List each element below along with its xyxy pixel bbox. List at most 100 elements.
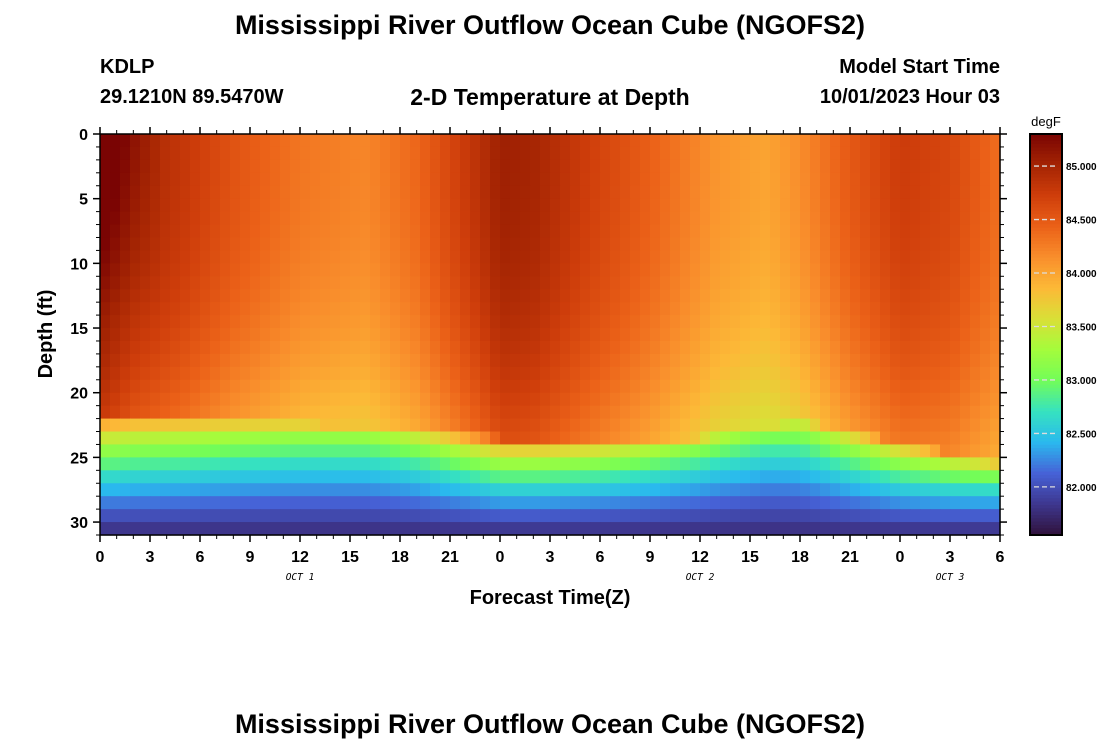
heatmap-cell [240, 405, 251, 420]
heatmap-cell [270, 134, 281, 148]
heatmap-cell [490, 392, 501, 407]
heatmap-cell [430, 250, 441, 264]
heatmap-cell [870, 146, 881, 161]
heatmap-cell [810, 185, 821, 200]
heatmap-cell [730, 185, 741, 200]
heatmap-cell [700, 302, 711, 316]
heatmap-cell [910, 340, 921, 355]
heatmap-cell [730, 496, 741, 510]
heatmap-cell [990, 483, 1001, 497]
heatmap-cell [940, 276, 951, 290]
heatmap-cell [680, 198, 691, 213]
heatmap-cell [220, 250, 231, 264]
heatmap-cell [910, 198, 921, 213]
heatmap-cell [460, 418, 471, 433]
heatmap-cell [250, 289, 261, 303]
heatmap-cell [180, 328, 191, 342]
heatmap-cell [930, 146, 941, 161]
heatmap-cell [920, 496, 931, 510]
heatmap-cell [670, 198, 681, 213]
heatmap-cell [110, 328, 121, 342]
heatmap-cell [830, 379, 841, 394]
heatmap-cell [470, 159, 481, 174]
heatmap-cell [730, 289, 741, 303]
heatmap-cell [590, 509, 601, 523]
heatmap-cell [490, 159, 501, 174]
heatmap-cell [730, 237, 741, 252]
heatmap-cell [300, 392, 311, 407]
heatmap-cell [280, 302, 291, 316]
heatmap-cell [850, 237, 861, 252]
heatmap-cell [190, 276, 201, 290]
heatmap-cell [530, 483, 541, 497]
heatmap-cell [700, 250, 711, 264]
heatmap-cell [920, 522, 931, 536]
heatmap-cell [360, 211, 371, 226]
heatmap-cell [140, 392, 151, 407]
heatmap-cell [660, 418, 671, 433]
heatmap-cell [890, 134, 901, 148]
heatmap-cell [500, 366, 511, 381]
heatmap-cell [800, 509, 811, 523]
heatmap-cell [990, 328, 1001, 342]
heatmap-cell [800, 211, 811, 226]
heatmap-cell [240, 483, 251, 497]
heatmap-cell [740, 444, 751, 458]
heatmap-cell [950, 185, 961, 200]
heatmap-cell [340, 172, 351, 187]
heatmap-cell [240, 250, 251, 264]
heatmap-cell [790, 509, 801, 523]
heatmap-cell [850, 379, 861, 394]
heatmap-cell [590, 470, 601, 484]
heatmap-cell [750, 224, 761, 239]
heatmap-cell [490, 250, 501, 264]
heatmap-cell [660, 276, 671, 290]
heatmap-cell [200, 250, 211, 264]
y-tick-label: 5 [79, 192, 88, 209]
heatmap-cell [210, 172, 221, 187]
heatmap-cell [600, 146, 611, 161]
x-tick-label: 0 [96, 549, 105, 566]
heatmap-cell [610, 470, 621, 484]
heatmap-cell [270, 522, 281, 536]
heatmap-cell [250, 457, 261, 471]
heatmap-cell [170, 353, 181, 368]
heatmap-cell [600, 522, 611, 536]
heatmap-cell [910, 496, 921, 510]
heatmap-cell [420, 444, 431, 458]
heatmap-cell [620, 211, 631, 226]
heatmap-cell [130, 134, 141, 148]
heatmap-cell [550, 224, 561, 239]
heatmap-cell [530, 431, 541, 446]
heatmap-cell [620, 315, 631, 329]
heatmap-cell [900, 237, 911, 252]
heatmap-cell [310, 431, 321, 446]
heatmap-cell [600, 418, 611, 433]
heatmap-cell [270, 431, 281, 446]
heatmap-cell [550, 263, 561, 277]
heatmap-cell [450, 159, 461, 174]
heatmap-cell [410, 224, 421, 239]
heatmap-cell [580, 418, 591, 433]
heatmap-cell [440, 483, 451, 497]
colorbar-swatch [1030, 494, 1062, 499]
heatmap-cell [610, 134, 621, 148]
heatmap-cell [160, 276, 171, 290]
heatmap-cell [110, 172, 121, 187]
heatmap-cell [120, 496, 131, 510]
heatmap-cell [700, 276, 711, 290]
heatmap-cell [810, 172, 821, 187]
heatmap-cell [630, 444, 641, 458]
heatmap-cell [820, 289, 831, 303]
heatmap-cell [490, 185, 501, 200]
heatmap-cell [760, 224, 771, 239]
heatmap-cell [440, 185, 451, 200]
colorbar-swatch [1030, 421, 1062, 426]
heatmap-cell [150, 159, 161, 174]
heatmap-cell [870, 250, 881, 264]
x-tick-label: 15 [341, 549, 359, 566]
heatmap-cell [550, 328, 561, 342]
heatmap-cell [300, 289, 311, 303]
heatmap-cell [800, 483, 811, 497]
heatmap-cell [900, 483, 911, 497]
